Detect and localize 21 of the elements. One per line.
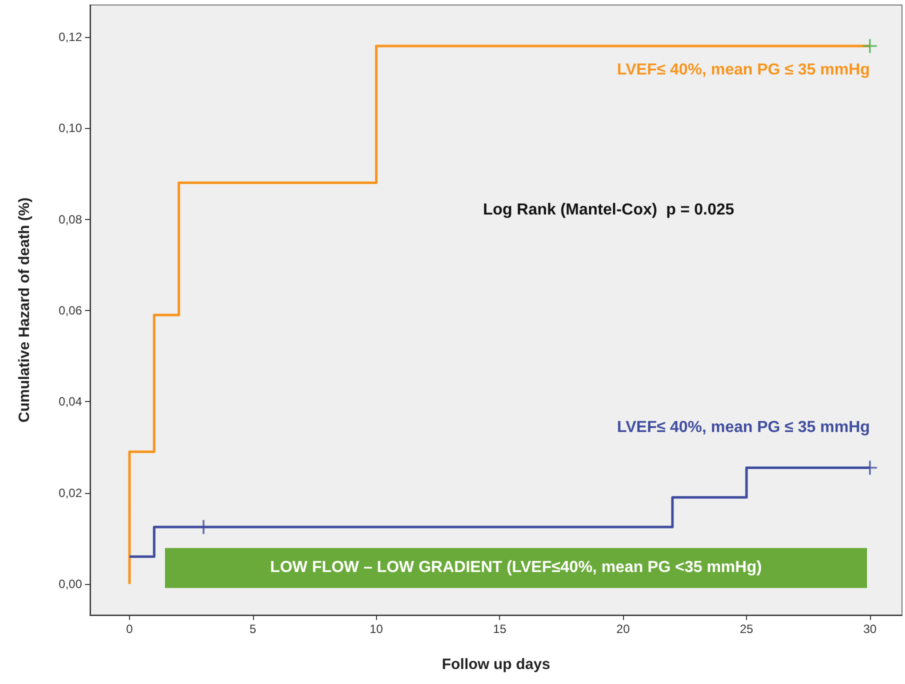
caption-box: LOW FLOW – LOW GRADIENT (LVEF≤40%, mean PG <35 mmHg): [165, 548, 867, 588]
x-tick-label: 25: [740, 622, 754, 636]
x-tick-label: 15: [493, 622, 507, 636]
y-tick-label: 0,12: [58, 30, 82, 44]
x-tick-label: 5: [250, 622, 257, 636]
y-tick-label: 0,04: [58, 394, 82, 409]
series-label: LVEF≤ 40%, mean PG ≤ 35 mmHg: [617, 62, 870, 79]
x-tick-label: 30: [863, 622, 877, 636]
y-axis-title: Cumulative Hazard of death (%): [16, 197, 33, 423]
x-axis-title: Follow up days: [442, 656, 550, 673]
x-tick-label: 20: [616, 622, 630, 636]
point: [862, 38, 878, 54]
y-tick-label: 0,00: [58, 577, 82, 591]
y-tick-label: 0,10: [58, 121, 82, 136]
y-tick-label: 0,08: [58, 212, 82, 226]
series-label: LVEF≤ 40%, mean PG ≤ 35 mmHg: [617, 419, 870, 436]
y-tick-label: 0,06: [58, 303, 82, 318]
x-tick-label: 0: [126, 622, 134, 636]
y-tick-label: 0,02: [58, 486, 82, 500]
annotation: Log Rank (Mantel-Cox) p = 0.025: [483, 202, 734, 218]
x-tick-label: 10: [370, 622, 384, 636]
